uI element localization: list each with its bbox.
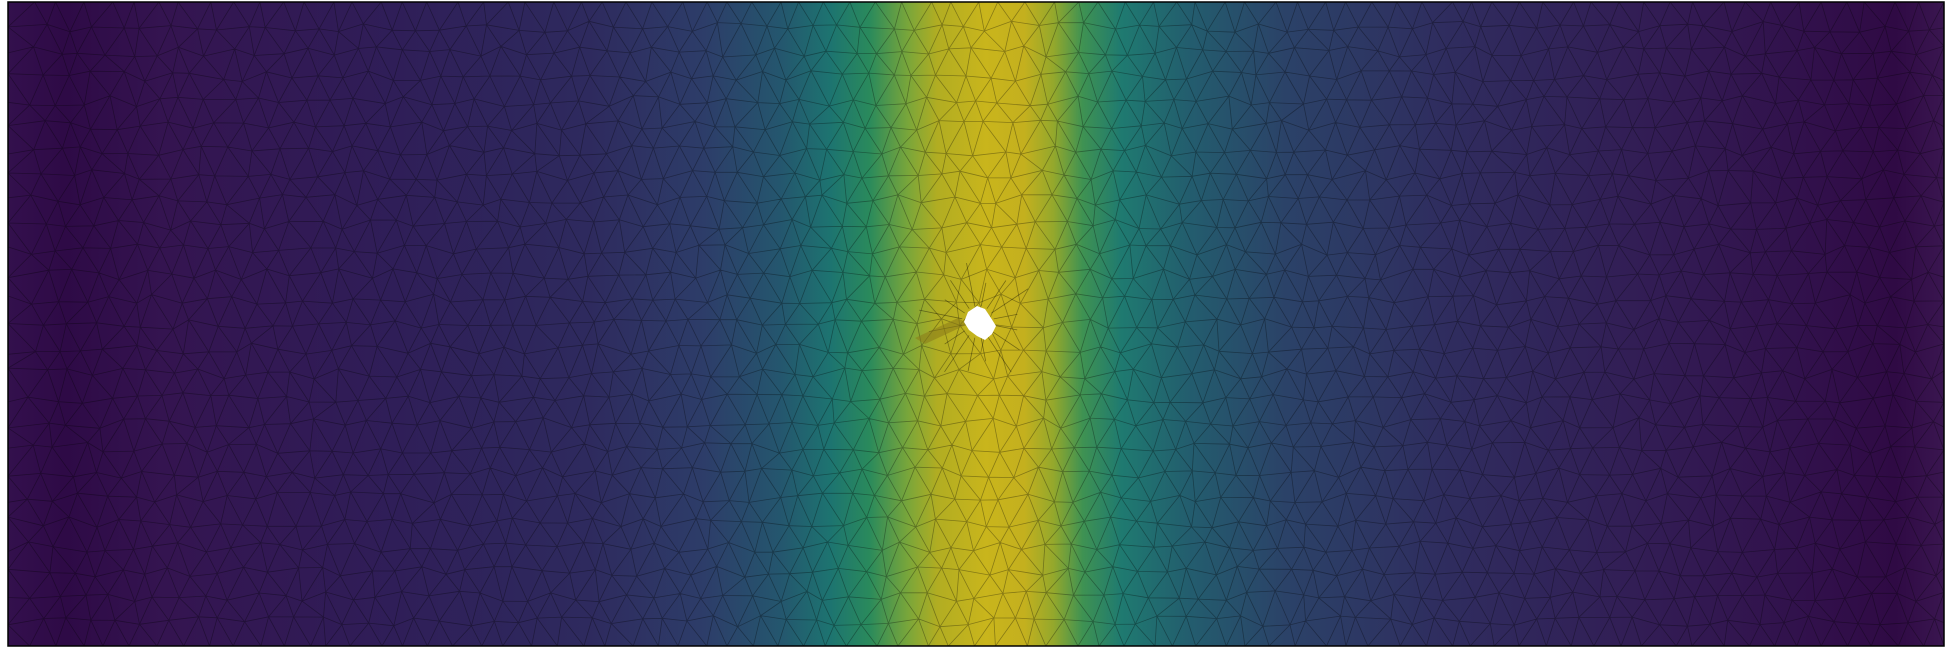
mesh-edges — [8, 2, 1944, 646]
hole-crack-shading — [915, 318, 968, 344]
triangle-mesh — [8, 2, 1944, 646]
plot-frame — [7, 1, 1945, 647]
central-hole — [964, 306, 996, 340]
